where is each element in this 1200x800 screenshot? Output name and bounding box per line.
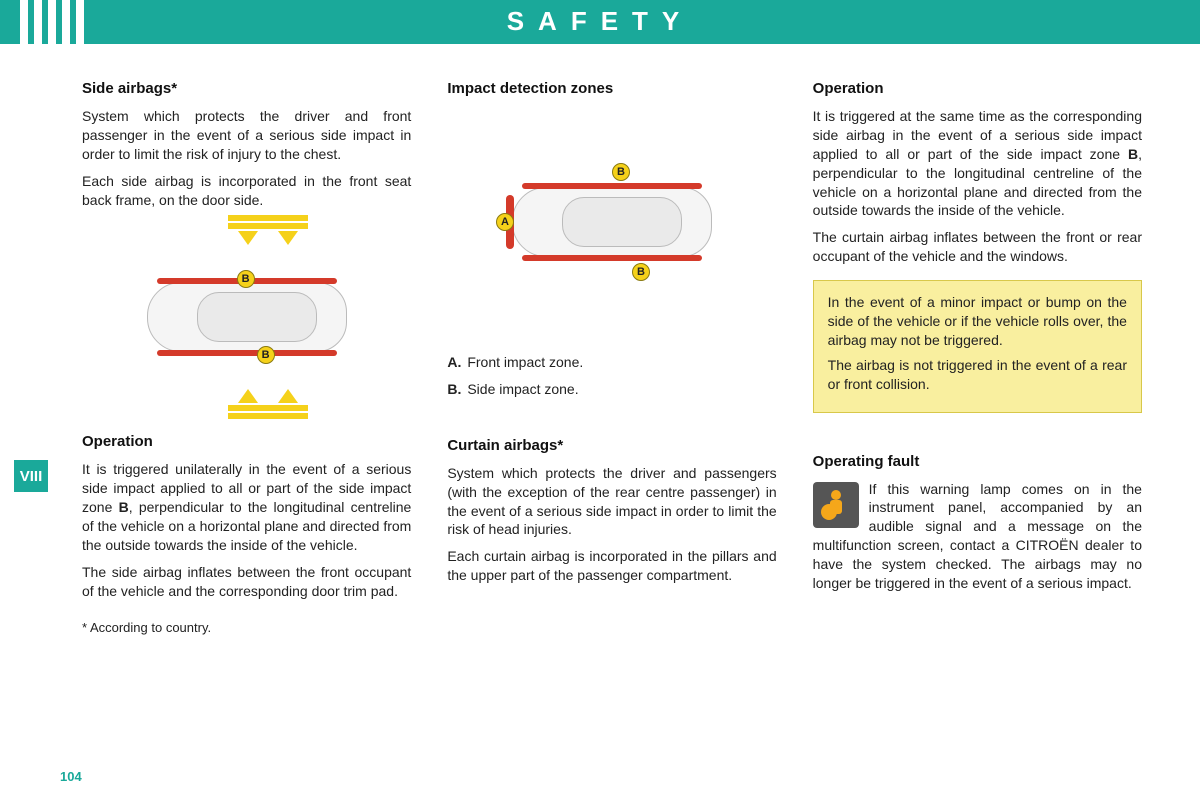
diagram-side-impact: B B bbox=[82, 217, 411, 417]
zone-marker-b-bottom-2: B bbox=[632, 263, 650, 281]
car-roof bbox=[197, 292, 317, 342]
text-operation-2: The side airbag inflates between the fro… bbox=[82, 563, 411, 601]
section-tab: VIII bbox=[14, 460, 48, 492]
column-center: Impact detection zones A B B A.Front imp… bbox=[447, 80, 776, 644]
heading-operation-1: Operation bbox=[82, 433, 411, 450]
arrows-top bbox=[227, 214, 269, 246]
page-title: SAFETY bbox=[0, 6, 1200, 37]
legend-a: A.Front impact zone. bbox=[447, 353, 776, 372]
heading-operating-fault: Operating fault bbox=[813, 453, 1142, 470]
note-box: In the event of a minor impact or bump o… bbox=[813, 280, 1142, 412]
page-number: 104 bbox=[60, 769, 82, 784]
arrows-bottom-2 bbox=[267, 388, 309, 420]
text-operation-3: It is triggered at the same time as the … bbox=[813, 107, 1142, 220]
text-operation-1: It is triggered unilaterally in the even… bbox=[82, 460, 411, 554]
legend-b: B.Side impact zone. bbox=[447, 380, 776, 399]
note-text-1: In the event of a minor impact or bump o… bbox=[828, 293, 1127, 350]
zone-marker-a: A bbox=[496, 213, 514, 231]
column-left: Side airbags* System which protects the … bbox=[82, 80, 411, 644]
footnote: * According to country. bbox=[82, 619, 411, 637]
heading-side-airbags: Side airbags* bbox=[82, 80, 411, 97]
arrows-top-2 bbox=[267, 214, 309, 246]
text-side-airbags-2: Each side airbag is incorporated in the … bbox=[82, 172, 411, 210]
content-columns: Side airbags* System which protects the … bbox=[82, 80, 1142, 644]
zone-marker-b-bottom: B bbox=[257, 346, 275, 364]
car-roof-2 bbox=[562, 197, 682, 247]
impact-strip-bottom-2 bbox=[522, 255, 702, 261]
text-operation-4: The curtain airbag inflates between the … bbox=[813, 228, 1142, 266]
diagram-impact-zones: A B B bbox=[447, 107, 776, 337]
header-bar: SAFETY bbox=[0, 0, 1200, 44]
text-curtain-2: Each curtain airbag is incorporated in t… bbox=[447, 547, 776, 585]
zone-marker-b-top-2: B bbox=[612, 163, 630, 181]
heading-curtain-airbags: Curtain airbags* bbox=[447, 437, 776, 454]
column-right: Operation It is triggered at the same ti… bbox=[813, 80, 1142, 644]
text-curtain-1: System which protects the driver and pas… bbox=[447, 464, 776, 540]
impact-strip-top-2 bbox=[522, 183, 702, 189]
heading-operation-2: Operation bbox=[813, 80, 1142, 97]
impact-strip-bottom bbox=[157, 350, 337, 356]
heading-impact-zones: Impact detection zones bbox=[447, 80, 776, 97]
airbag-warning-icon bbox=[813, 482, 859, 528]
text-side-airbags-1: System which protects the driver and fro… bbox=[82, 107, 411, 164]
arrows-bottom bbox=[227, 388, 269, 420]
note-text-2: The airbag is not triggered in the event… bbox=[828, 356, 1127, 394]
text-operating-fault: If this warning lamp comes on in the ins… bbox=[813, 480, 1142, 593]
